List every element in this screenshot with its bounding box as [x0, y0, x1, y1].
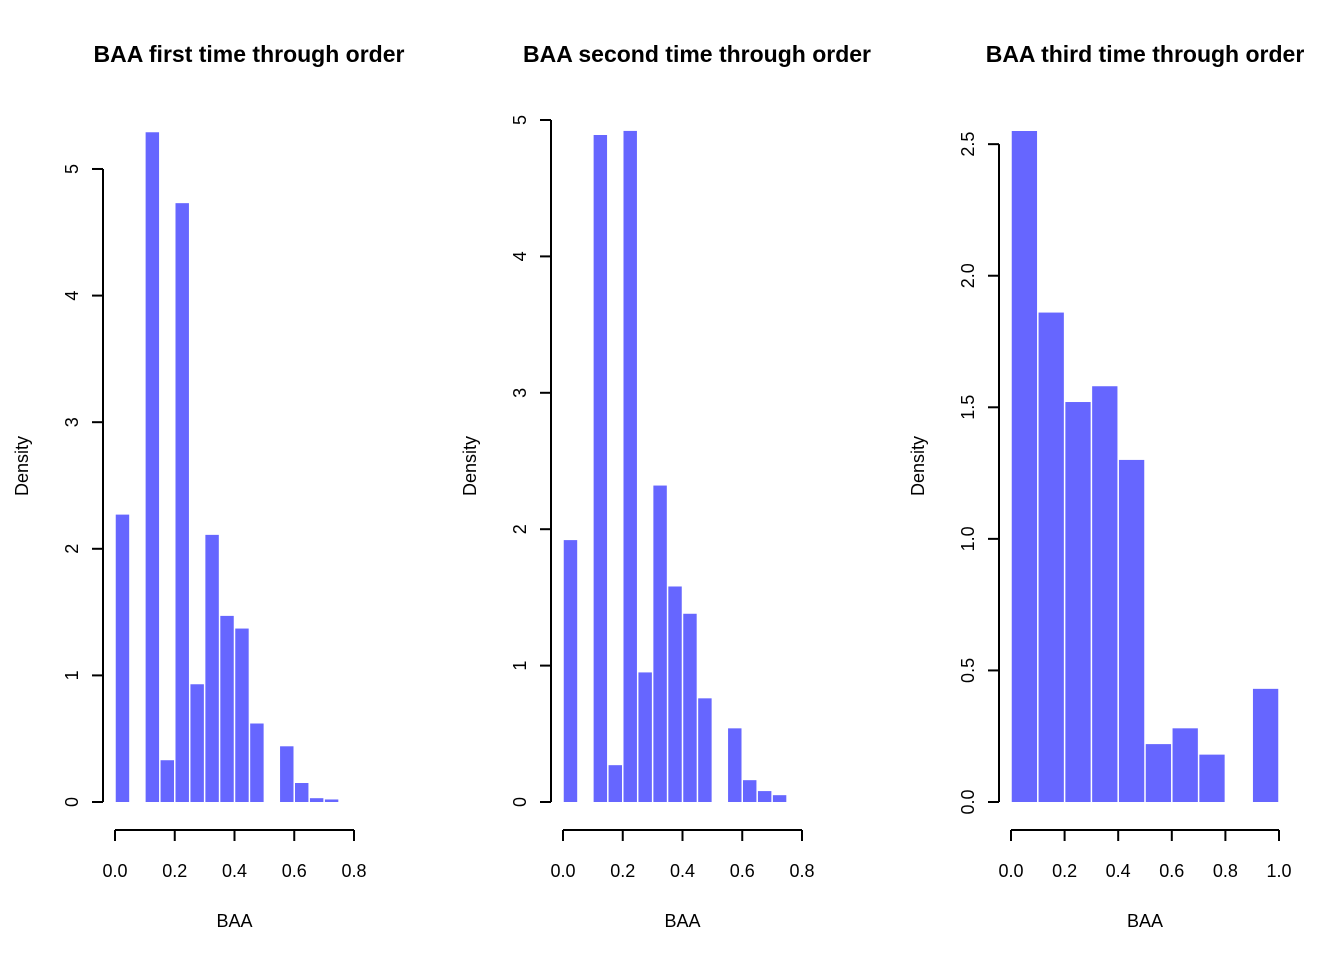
y-tick-label: 0: [510, 797, 530, 807]
x-tick-label: 0.6: [282, 861, 307, 881]
x-axis-label: BAA: [1127, 911, 1163, 931]
histogram-bar: [160, 760, 174, 802]
histogram-bar: [295, 783, 309, 802]
histogram-bar: [1092, 386, 1118, 802]
histogram-bar: [309, 798, 324, 802]
y-axis-label: Density: [460, 436, 480, 496]
histogram-bar: [772, 795, 787, 802]
histogram-bar: [1038, 312, 1064, 802]
x-axis-label: BAA: [664, 911, 700, 931]
x-tick-label: 0.4: [670, 861, 695, 881]
histogram-bar: [1252, 688, 1279, 802]
chart-title: BAA second time through order: [523, 41, 871, 67]
x-tick-label: 0.6: [730, 861, 755, 881]
y-tick-label: 3: [510, 388, 530, 398]
x-tick-label: 0.4: [222, 861, 247, 881]
y-tick-label: 5: [62, 164, 82, 174]
chart-title: BAA first time through order: [94, 41, 405, 67]
histogram-bar: [593, 135, 608, 802]
x-tick-label: 0.8: [789, 861, 814, 881]
histogram-bar: [205, 534, 219, 802]
histogram-bar: [1011, 131, 1038, 802]
histogram-bar: [145, 132, 160, 802]
x-tick-label: 0.0: [998, 861, 1023, 881]
histogram-bar: [190, 684, 204, 802]
histogram-bar: [623, 130, 637, 803]
histogram-bar: [683, 613, 697, 802]
x-tick-label: 0.0: [550, 861, 575, 881]
histogram-bar: [653, 485, 667, 802]
x-tick-label: 0.2: [1052, 861, 1077, 881]
histogram-bar: [1172, 728, 1198, 802]
x-tick-label: 0.8: [1213, 861, 1238, 881]
histogram-bar: [638, 672, 652, 802]
histogram-bar: [280, 746, 294, 802]
histogram-bar: [1199, 754, 1225, 802]
y-tick-label: 2.5: [958, 132, 978, 157]
x-axis-label: BAA: [216, 911, 252, 931]
histogram-bar: [175, 203, 189, 802]
y-tick-label: 0: [62, 797, 82, 807]
y-axis-label: Density: [12, 436, 32, 496]
chart-title: BAA third time through order: [986, 41, 1305, 67]
y-tick-label: 4: [510, 251, 530, 261]
x-tick-label: 0.8: [341, 861, 366, 881]
y-tick-label: 2.0: [958, 263, 978, 288]
histogram-bar: [608, 765, 622, 802]
histogram-bar: [235, 628, 249, 802]
y-tick-label: 4: [62, 291, 82, 301]
x-tick-label: 1.0: [1266, 861, 1291, 881]
histogram-bar: [1145, 744, 1172, 802]
histogram-bar: [115, 514, 130, 802]
x-tick-label: 0.2: [610, 861, 635, 881]
histogram-bar: [250, 723, 264, 802]
histogram-bar: [324, 799, 339, 802]
x-tick-label: 0.2: [162, 861, 187, 881]
histogram-panel-1: BAA first time through order 0 1 2 3 4 5 0.0 0.2…: [12, 41, 405, 931]
y-tick-label: 2: [62, 544, 82, 554]
y-tick-label: 1: [62, 670, 82, 680]
histogram-bar: [743, 780, 757, 802]
y-tick-label: 0.0: [958, 789, 978, 814]
histogram-bar: [1118, 459, 1145, 802]
x-tick-label: 0.6: [1159, 861, 1184, 881]
y-tick-label: 2: [510, 524, 530, 534]
histogram-bar: [757, 791, 772, 802]
y-tick-label: 5: [510, 115, 530, 125]
y-axis-label: Density: [908, 436, 928, 496]
histogram-bar: [1065, 402, 1091, 802]
histogram-bar: [220, 615, 234, 802]
x-tick-label: 0.4: [1106, 861, 1131, 881]
histogram-bar: [698, 698, 712, 802]
y-tick-label: 1.5: [958, 395, 978, 420]
histogram-bar: [728, 728, 742, 802]
y-tick-label: 3: [62, 417, 82, 427]
y-tick-label: 1: [510, 661, 530, 671]
histogram-panel-3: BAA third time through order 0.0 0.5 1.0 1.5…: [908, 41, 1304, 931]
x-tick-label: 0.0: [102, 861, 127, 881]
histogram-panel-2: BAA second time through order 0 1 2 3 4 5 0.0 0.…: [460, 41, 871, 931]
y-tick-label: 0.5: [958, 658, 978, 683]
histogram-bar: [668, 586, 682, 802]
histogram-bar: [563, 540, 578, 802]
y-tick-label: 1.0: [958, 526, 978, 551]
